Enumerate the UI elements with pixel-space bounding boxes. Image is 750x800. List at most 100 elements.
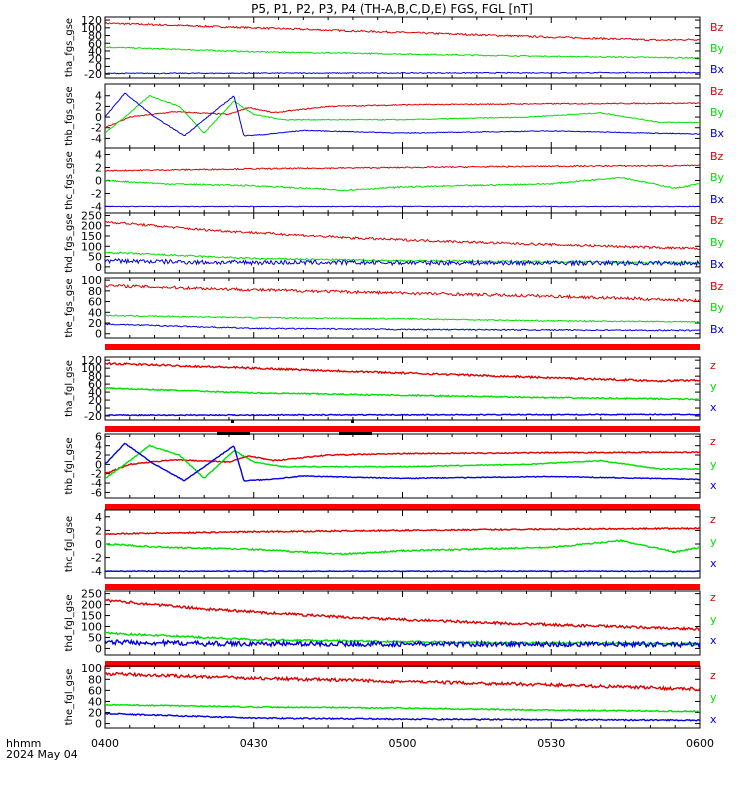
series-line-z [105,526,700,536]
y-tick-label: 0 [95,261,102,274]
y-tick-label: 2 [95,449,102,462]
y-tick-label: 100 [81,274,102,287]
y-tick-label: 80 [88,673,102,686]
y-tick-label: 60 [88,37,102,50]
y-tick-label: 250 [81,209,102,222]
y-tick-label: 0 [95,60,102,73]
y-axis-label: thd_fgs_gse [64,213,75,272]
availability-bar [105,661,700,667]
series-line-x [105,442,700,482]
y-tick-label: 80 [88,30,102,43]
y-tick-label: 0 [95,538,102,551]
y-tick-label: 100 [81,662,102,675]
y-tick-label: 20 [88,394,102,407]
y-tick-label: 2 [95,524,102,537]
y-tick-label: 0 [95,328,102,341]
series-line-bx [105,322,700,332]
legend-z: z [710,359,716,372]
series-line-by [105,176,700,192]
y-tick-label: 60 [88,378,102,391]
y-tick-label: 4 [95,440,102,453]
y-tick-label: 0 [95,458,102,471]
y-tick-label: 0 [95,175,102,188]
legend-bz: Bz [710,150,724,163]
y-axis-label: thb_fgl_gse [64,438,75,495]
legend-y: y [710,458,717,471]
series-line-y [105,444,700,480]
series-line-bz [105,21,700,42]
gap-marker [351,420,354,423]
panel-thb-fgs-gse: -4-2024 thb_fgs_gse Bz By Bx [64,83,725,149]
y-tick-label: 50 [88,631,102,644]
series-line-z [105,671,700,692]
legend-y: y [710,613,717,626]
legend-by: By [710,171,725,184]
y-tick-label: 4 [95,90,102,103]
y-tick-label: 80 [88,370,102,383]
y-tick-label: 60 [88,296,102,309]
x-tick-label: 0530 [537,737,565,750]
panel-frame [104,147,701,214]
availability-bar [105,584,700,590]
y-tick-label: -20 [84,410,102,423]
plot-title: P5, P1, P2, P3, P4 (TH-A,B,C,D,E) FGS, F… [251,2,533,16]
y-tick-label: 0 [95,718,102,731]
y-tick-label: 100 [81,362,102,375]
y-axis-label: thc_fgl_gse [64,516,75,572]
panel-thc-fgs-gse: -4-2024 thc_fgs_gse Bz By Bx [64,147,725,214]
legend-bz: Bz [710,85,724,98]
y-tick-label: 0 [95,402,102,415]
y-tick-label: -6 [91,486,102,499]
y-tick-label: -4 [91,132,102,145]
y-tick-label: 150 [81,610,102,623]
legend-z: z [710,435,716,448]
legend-bx: Bx [710,258,725,271]
series-line-by [105,314,700,324]
time-axis-corner-label: hhmm [6,737,41,750]
y-tick-label: 20 [88,707,102,720]
y-tick-label: -2 [91,468,102,481]
gap-marker [231,420,234,423]
y-tick-label: 250 [81,588,102,601]
y-tick-label: 6 [95,430,102,443]
series-line-x [105,413,700,417]
y-tick-label: 120 [81,354,102,367]
series-line-bx [105,257,700,267]
time-axis: 0400 0430 0500 0530 0600 [91,420,714,750]
gap-marker [217,432,250,435]
availability-bar [105,504,700,510]
series-line-by [105,94,700,134]
legend-y: y [710,380,717,393]
legend-bz: Bz [710,21,724,34]
series-line-by [105,46,700,59]
y-tick-label: -2 [91,122,102,135]
legend-bx: Bx [710,193,725,206]
y-axis-label: tha_fgl_gse [64,360,75,417]
y-tick-label: 200 [81,599,102,612]
legend-bx: Bx [710,63,725,76]
availability-bar [105,344,700,350]
legend-x: x [710,634,717,647]
availability-bar [105,426,700,432]
series-line-bz [105,220,700,251]
y-tick-label: 100 [81,22,102,35]
series-line-x [105,570,700,573]
panel-frame [104,83,701,149]
y-tick-label: 40 [88,386,102,399]
y-axis-label: thd_fgl_gse [64,595,75,652]
legend-bz: Bz [710,214,724,227]
panel-frame [104,590,701,656]
legend-bx: Bx [710,127,725,140]
y-tick-label: 50 [88,251,102,264]
series-line-y [105,538,700,556]
y-tick-label: 40 [88,306,102,319]
legend-y: y [710,535,717,548]
legend-x: x [710,479,717,492]
legend-bz: Bz [710,280,724,293]
x-tick-label: 0500 [389,737,417,750]
